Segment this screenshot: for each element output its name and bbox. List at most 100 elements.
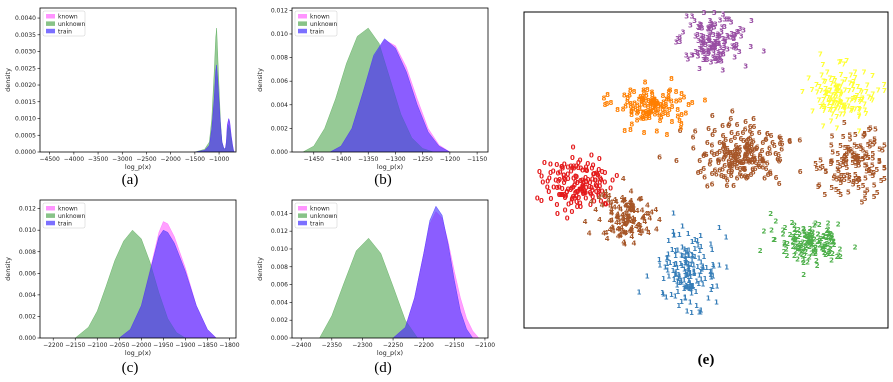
scatter-point: 8 — [629, 111, 634, 119]
scatter-point: 7 — [850, 105, 855, 113]
scatter-point: 5 — [857, 176, 862, 184]
scatter-point: 0 — [580, 183, 585, 191]
scatter-point: 2 — [828, 245, 833, 253]
legend-swatch-train — [298, 28, 307, 34]
scatter-point: 2 — [796, 226, 801, 234]
scatter-point: 8 — [601, 95, 606, 103]
scatter-point: 3 — [702, 56, 707, 64]
scatter-point: 4 — [620, 198, 625, 206]
scatter-point: 2 — [836, 251, 841, 259]
scatter-point: 3 — [715, 34, 720, 42]
scatter-point: 1 — [703, 275, 708, 283]
scatter-point: 7 — [810, 108, 815, 116]
scatter-point: 3 — [697, 24, 702, 32]
scatter-point: 7 — [824, 89, 829, 97]
y-tick-label: 0.012 — [271, 228, 288, 235]
scatter-point: 6 — [751, 115, 756, 123]
scatter-point: 1 — [689, 309, 694, 317]
scatter-point: 7 — [823, 78, 828, 86]
scatter-point: 7 — [860, 95, 865, 103]
scatter-point: 1 — [684, 282, 689, 290]
scatter-point: 7 — [823, 93, 828, 101]
scatter-point: 6 — [767, 145, 772, 153]
scatter-point: 6 — [734, 164, 739, 172]
scatter-point: 7 — [850, 81, 855, 89]
scatter-point: 4 — [627, 228, 632, 236]
scatter-point: 6 — [770, 139, 775, 147]
scatter-point: 6 — [728, 137, 733, 145]
scatter-point: 1 — [692, 269, 697, 277]
scatter-point: 7 — [821, 96, 826, 104]
scatter-point: 2 — [807, 243, 812, 251]
scatter-point: 8 — [666, 93, 671, 101]
scatter-point: 5 — [829, 158, 834, 166]
scatter-point: 0 — [576, 159, 581, 167]
scatter-point: 1 — [657, 262, 662, 270]
scatter-point: 8 — [628, 87, 633, 95]
scatter-point: 7 — [834, 94, 839, 102]
scatter-point: 6 — [740, 165, 745, 173]
scatter-point: 5 — [870, 150, 875, 158]
scatter-point: 7 — [810, 86, 815, 94]
scatter-point: 0 — [565, 215, 570, 223]
y-tick-label: 0.0005 — [15, 132, 36, 139]
scatter-point: 1 — [700, 280, 705, 288]
scatter-point: 2 — [772, 236, 777, 244]
scatter-point: 1 — [660, 289, 665, 297]
scatter-point: 1 — [672, 271, 677, 279]
legend-label-train: train — [58, 28, 72, 35]
scatter-point: 6 — [748, 134, 753, 142]
legend-label-train: train — [310, 220, 324, 227]
scatter-point: 1 — [685, 308, 690, 316]
scatter-point: 7 — [836, 96, 841, 104]
scatter-point: 6 — [729, 168, 734, 176]
scatter-point: 4 — [587, 230, 592, 238]
scatter-point: 2 — [799, 247, 804, 255]
scatter-point: 0 — [581, 185, 586, 193]
scatter-point: 6 — [735, 130, 740, 138]
scatter-point: 5 — [844, 151, 849, 159]
scatter-point: 5 — [882, 175, 887, 183]
histogram-panel-a: −4500 −4000 −3500 −3000 −2500 −2000 −1500 −1000… — [4, 7, 237, 171]
scatter-point: 0 — [561, 172, 566, 180]
scatter-point: 6 — [717, 148, 722, 156]
scatter-point: 3 — [706, 26, 711, 34]
scatter-point: 6 — [739, 159, 744, 167]
scatter-point: 6 — [779, 145, 784, 153]
scatter-point: 2 — [795, 243, 800, 251]
scatter-point: 6 — [768, 150, 773, 158]
scatter-point: 2 — [793, 229, 798, 237]
scatter-point: 0 — [562, 160, 567, 168]
scatter-point: 6 — [722, 149, 727, 157]
scatter-point: 6 — [741, 157, 746, 165]
scatter-point: 3 — [711, 44, 716, 52]
scatter-point: 3 — [695, 49, 700, 57]
scatter-point: 8 — [604, 100, 609, 108]
scatter-point: 0 — [606, 200, 611, 208]
scatter-point: 4 — [623, 221, 628, 229]
legend-swatch-train — [46, 28, 55, 34]
scatter-point: 4 — [620, 211, 625, 219]
scatter-point: 6 — [715, 150, 720, 158]
scatter-point: 5 — [877, 146, 882, 154]
scatter-point: 3 — [705, 34, 710, 42]
scatter-point: 6 — [728, 154, 733, 162]
scatter-point: 5 — [822, 191, 827, 199]
scatter-point: 4 — [604, 229, 609, 237]
scatter-point: 7 — [846, 102, 851, 110]
scatter-point: 4 — [631, 203, 636, 211]
scatter-point: 8 — [635, 109, 640, 117]
scatter-point: 0 — [557, 191, 562, 199]
scatter-point: 3 — [707, 23, 712, 31]
scatter-point: 2 — [812, 247, 817, 255]
scatter-point: 0 — [556, 170, 561, 178]
scatter-point: 6 — [752, 156, 757, 164]
scatter-point: 2 — [810, 235, 815, 243]
scatter-point: 5 — [838, 179, 843, 187]
scatter-point: 3 — [708, 29, 713, 37]
scatter-point: 0 — [565, 163, 570, 171]
scatter-point: 5 — [870, 154, 875, 162]
scatter-point: 1 — [673, 247, 678, 255]
